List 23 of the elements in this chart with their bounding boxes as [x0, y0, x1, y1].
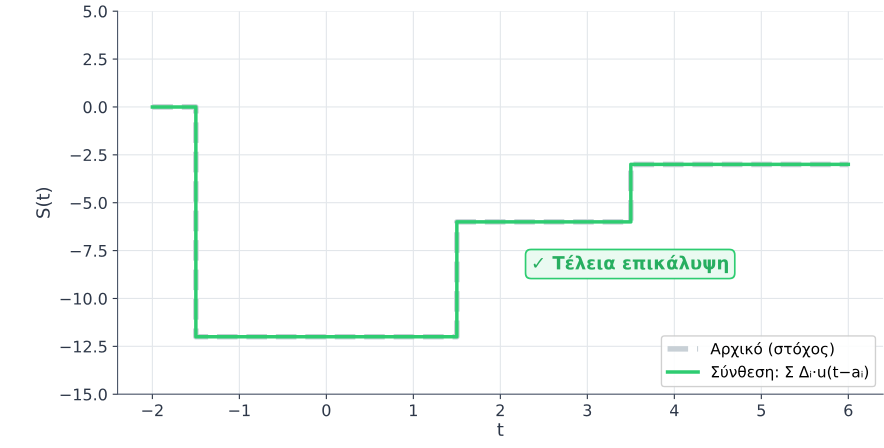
x-tick-label: 2	[496, 404, 504, 416]
y-tick-label: 5.0	[84, 5, 107, 18]
y-axis-title: S(t)	[36, 188, 52, 218]
x-tick-label: 5	[757, 404, 766, 416]
x-tick-label: 3	[583, 404, 592, 416]
y-tick-label: −5.0	[70, 196, 107, 210]
x-tick-label: −2	[142, 404, 163, 416]
y-tick-label: −2.5	[70, 149, 106, 162]
legend-label: Σύνθεση: Σ Δᵢ·u(t−aᵢ)	[712, 365, 868, 380]
annotation: ✓ Τέλεια επικάλυψη	[534, 254, 728, 274]
x-tick-label: 6	[844, 404, 852, 416]
y-tick-label: −12.5	[60, 340, 106, 353]
y-tick-label: 0.0	[84, 101, 107, 114]
legend-label: Αρχικό (στόχος)	[710, 342, 834, 358]
y-tick-label: −15.0	[60, 388, 107, 401]
x-tick-label: 0	[322, 404, 330, 416]
x-tick-label: 4	[670, 404, 679, 416]
y-tick-label: 2.5	[84, 53, 106, 66]
x-tick-label: 1	[410, 404, 417, 416]
y-tick-label: −10.0	[60, 292, 107, 305]
x-axis-title: t	[497, 423, 504, 436]
x-tick-label: −1	[229, 404, 250, 416]
y-tick-label: −7.5	[70, 245, 106, 257]
